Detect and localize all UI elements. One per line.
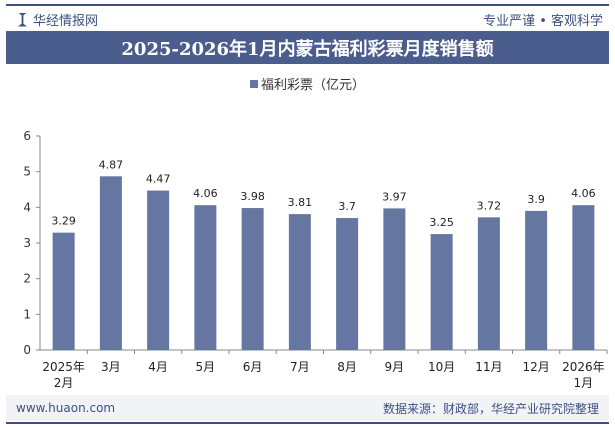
data-label: 4.06	[571, 187, 596, 200]
data-label: 3.97	[382, 190, 407, 203]
bar	[241, 208, 264, 350]
x-tick-label: 11月	[475, 360, 502, 374]
bar	[336, 218, 359, 350]
x-tick-label: 2月	[54, 376, 74, 390]
footer: www.huaon.com 数据来源：财政部，华经产业研究院整理	[6, 395, 609, 421]
y-tick-label: 6	[23, 129, 31, 143]
chart-title: 2025-2026年1月内蒙古福利彩票月度销售额	[6, 31, 609, 64]
logo-icon	[18, 12, 27, 27]
brand-name: 华经情报网	[33, 14, 99, 29]
legend: 福利彩票（亿元）	[0, 74, 615, 93]
y-tick-label: 0	[23, 343, 31, 357]
y-tick-label: 4	[23, 200, 31, 214]
x-tick-label: 4月	[148, 360, 168, 374]
x-tick-label: 12月	[522, 360, 549, 374]
x-tick-label: 6月	[243, 360, 263, 374]
data-label: 3.81	[288, 196, 313, 209]
bar	[147, 190, 170, 350]
bar	[572, 205, 595, 350]
y-tick-label: 1	[23, 307, 31, 321]
bar	[383, 208, 406, 350]
legend-label: 福利彩票（亿元）	[260, 78, 365, 93]
data-label: 3.7	[338, 200, 356, 213]
x-tick-label: 5月	[196, 360, 216, 374]
data-label: 4.87	[99, 158, 124, 171]
bottom-rule	[6, 422, 609, 424]
data-label: 3.98	[240, 190, 265, 203]
motto: 专业严谨 • 客观科学	[483, 14, 603, 29]
x-tick-label: 2025年	[42, 360, 85, 374]
bar	[194, 205, 217, 350]
data-label: 3.25	[429, 216, 454, 229]
bar	[99, 176, 122, 350]
x-tick-label: 2026年	[562, 360, 605, 374]
bar	[52, 232, 75, 350]
x-tick-label: 3月	[101, 360, 121, 374]
data-label: 3.29	[51, 215, 76, 228]
x-tick-label: 7月	[290, 360, 310, 374]
data-source: 数据来源：财政部，华经产业研究院整理	[382, 401, 599, 416]
bar	[430, 234, 453, 350]
y-tick-label: 5	[23, 165, 31, 179]
data-label: 3.9	[527, 193, 545, 206]
data-label: 3.72	[477, 199, 502, 212]
data-label: 4.06	[193, 187, 218, 200]
x-tick-label: 9月	[385, 360, 405, 374]
x-tick-label: 10月	[428, 360, 455, 374]
bar	[477, 217, 500, 350]
y-tick-label: 2	[23, 272, 31, 286]
x-tick-label: 1月	[574, 376, 594, 390]
data-label: 4.47	[146, 173, 171, 186]
bar	[525, 210, 548, 350]
bar	[288, 214, 311, 350]
brand-logo: 华经情报网	[18, 10, 98, 29]
x-tick-label: 8月	[337, 360, 357, 374]
legend-swatch	[249, 80, 258, 88]
y-tick-label: 3	[23, 236, 31, 250]
footer-url[interactable]: www.huaon.com	[16, 401, 116, 415]
top-rule	[6, 4, 609, 6]
